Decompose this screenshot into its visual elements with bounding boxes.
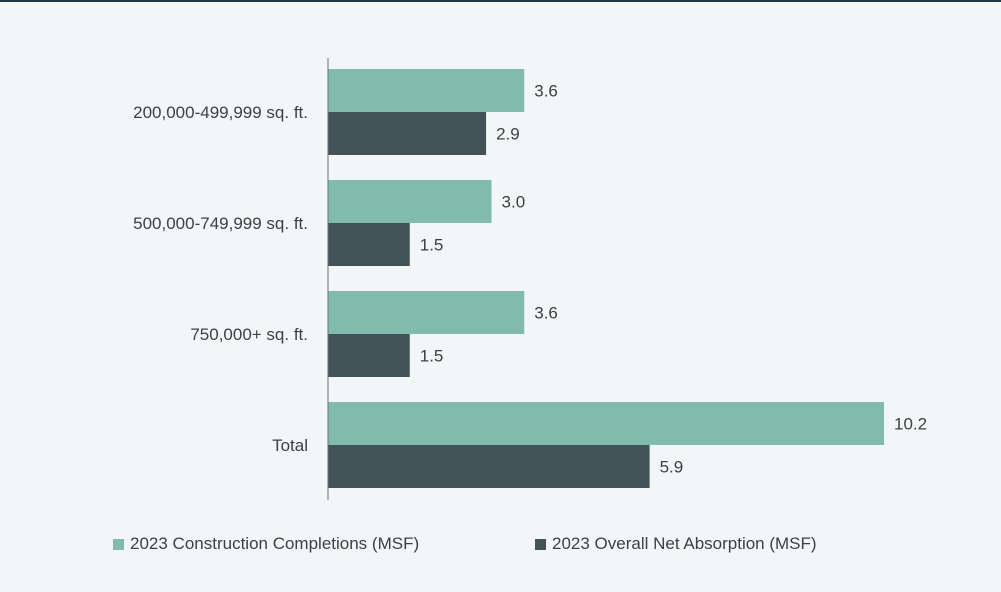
- bar-completions-1: [328, 180, 492, 223]
- data-label-completions-1: 3.0: [502, 193, 526, 212]
- bar-completions-3: [328, 402, 884, 445]
- category-label-3: Total: [272, 436, 308, 455]
- category-label-0: 200,000-499,999 sq. ft.: [133, 103, 308, 122]
- legend-swatch-net-absorption: [535, 538, 546, 550]
- data-label-net-absorption-2: 1.5: [420, 347, 444, 366]
- data-label-completions-2: 3.6: [534, 304, 558, 323]
- data-label-net-absorption-3: 5.9: [660, 458, 684, 477]
- category-label-2: 750,000+ sq. ft.: [190, 325, 308, 344]
- legend-item-net-absorption: 2023 Overall Net Absorption (MSF): [535, 534, 817, 554]
- data-label-net-absorption-0: 2.9: [496, 125, 520, 144]
- legend-swatch-completions: [113, 538, 124, 550]
- legend-label-completions: 2023 Construction Completions (MSF): [130, 534, 420, 553]
- bar-completions-2: [328, 291, 525, 334]
- category-label-1: 500,000-749,999 sq. ft.: [133, 214, 308, 233]
- bar-completions-0: [328, 69, 525, 112]
- bar-net-absorption-2: [328, 334, 410, 377]
- legend-label-net-absorption: 2023 Overall Net Absorption (MSF): [552, 534, 817, 553]
- data-label-completions-0: 3.6: [534, 82, 558, 101]
- data-label-completions-3: 10.2: [894, 415, 927, 434]
- bar-net-absorption-0: [328, 112, 487, 155]
- data-label-net-absorption-1: 1.5: [420, 236, 444, 255]
- legend-item-completions: 2023 Construction Completions (MSF): [113, 534, 419, 554]
- bar-net-absorption-1: [328, 223, 410, 266]
- bar-net-absorption-3: [328, 445, 650, 488]
- legend: 2023 Construction Completions (MSF) 2023…: [0, 534, 1001, 560]
